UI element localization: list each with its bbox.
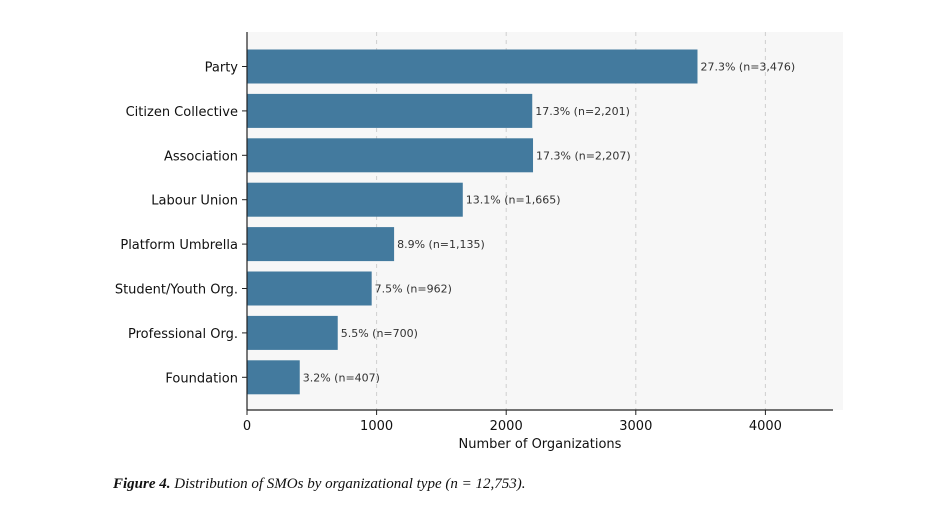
axes — [246, 32, 833, 411]
x-tick-label: 2000 — [490, 419, 523, 434]
bars — [247, 49, 698, 395]
caption-text: Distribution of SMOs by organizational t… — [174, 476, 526, 492]
category-label: Student/Youth Org. — [115, 283, 238, 298]
category-label: Party — [205, 61, 239, 76]
category-label: Labour Union — [151, 194, 238, 209]
data-labels: 27.3% (n=3,476) 17.3% (n=2,201) 17.3% (n=2… — [303, 61, 795, 385]
caption-label: Figure 4. — [113, 476, 171, 492]
bar-value-label: 7.5% (n=962) — [375, 283, 452, 296]
x-tick-labels: 0 1000 2000 3000 4000 — [243, 410, 782, 434]
bar-value-label: 27.3% (n=3,476) — [700, 61, 795, 74]
category-labels: Party Citizen Collective Association Labour… — [115, 61, 247, 386]
bar — [247, 315, 338, 350]
bar — [247, 49, 698, 84]
bar — [247, 182, 463, 217]
category-label: Citizen Collective — [126, 105, 238, 120]
bar-value-label: 13.1% (n=1,665) — [466, 194, 561, 207]
bar-value-label: 17.3% (n=2,207) — [536, 149, 631, 162]
bar-value-label: 8.9% (n=1,135) — [397, 238, 485, 251]
bar — [247, 227, 395, 262]
bar-value-label: 17.3% (n=2,201) — [535, 105, 630, 118]
bar — [247, 360, 300, 395]
bar — [247, 138, 534, 173]
plot-background — [247, 32, 843, 410]
x-tick-label: 1000 — [360, 419, 393, 434]
category-label: Association — [164, 149, 238, 164]
figure-caption: Figure 4. Distribution of SMOs by organi… — [113, 476, 893, 493]
category-label: Platform Umbrella — [120, 238, 238, 253]
category-label: Professional Org. — [128, 327, 238, 342]
grid-lines — [376, 32, 766, 410]
bar — [247, 271, 372, 306]
x-tick-label: 0 — [243, 419, 251, 434]
category-label: Foundation — [165, 371, 238, 386]
bar — [247, 93, 533, 128]
bar-value-label: 3.2% (n=407) — [303, 371, 380, 384]
x-axis-label: Number of Organizations — [459, 437, 622, 452]
x-tick-label: 3000 — [619, 419, 652, 434]
x-tick-label: 4000 — [749, 419, 782, 434]
bar-value-label: 5.5% (n=700) — [341, 327, 418, 340]
